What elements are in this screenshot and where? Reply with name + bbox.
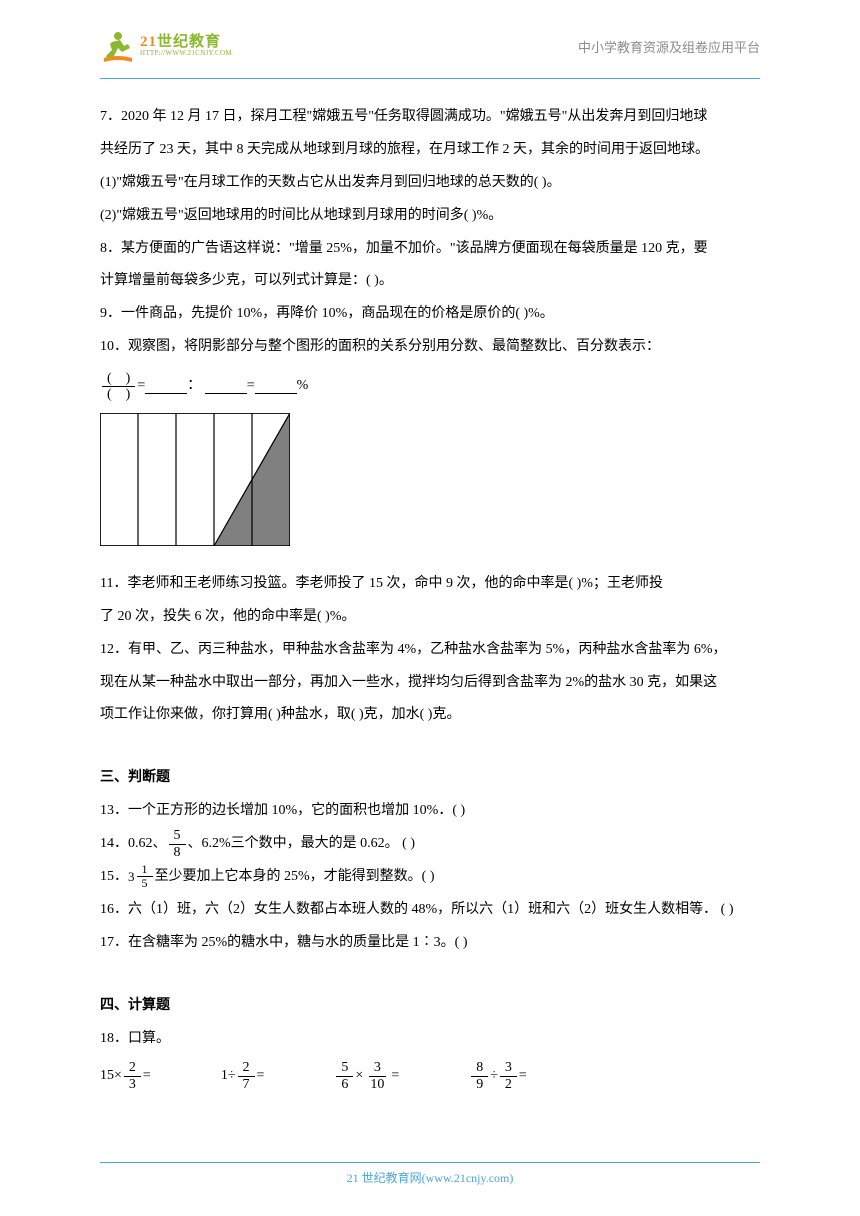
q12-line2: 现在从某一种盐水中取出一部分，再加入一些水，搅拌均匀后得到含盐率为 2%的盐水 …: [100, 667, 760, 700]
page-footer: 21 世纪教育网(www.21cnjy.com): [0, 1162, 860, 1186]
q10-eq: =: [137, 370, 145, 403]
logo-en: HTTP://WWW.21CNJY.COM: [140, 50, 232, 58]
q15-mixed: 315: [128, 862, 155, 893]
q14-b: 、6.2%三个数中，最大的是 0.62。 ( ): [188, 836, 416, 851]
q7-sub1: (1)"嫦娥五号"在月球工作的天数占它从出发奔月到回归地球的总天数的( )。: [100, 167, 760, 200]
logo: 21世纪教育 HTTP://WWW.21CNJY.COM: [100, 28, 232, 64]
section-4-title: 四、计算题: [100, 990, 760, 1023]
page-header: 21世纪教育 HTTP://WWW.21CNJY.COM 中小学教育资源及组卷应…: [0, 0, 860, 74]
question-11: 11．李老师和王老师练习投篮。李老师投了 15 次，命中 9 次，他的命中率是(…: [100, 568, 760, 634]
question-8: 8．某方便面的广告语这样说："增量 25%，加量不加价。"该品牌方便面现在每袋质…: [100, 233, 760, 299]
q10-fraction: ( ) ( ): [102, 371, 135, 403]
q10-intro: 10．观察图，将阴影部分与整个图形的面积的关系分别用分数、最简整数比、百分数表示…: [100, 331, 760, 364]
q10-pct: %: [297, 370, 309, 403]
question-10: 10．观察图，将阴影部分与整个图形的面积的关系分别用分数、最简整数比、百分数表示…: [100, 331, 760, 560]
section-3-title: 三、判断题: [100, 762, 760, 795]
calc-1: 15×23 =: [100, 1060, 151, 1093]
q10-diagram: [100, 413, 760, 560]
calc-4: 89÷32 =: [469, 1060, 527, 1093]
content-area: 7．2020 年 12 月 17 日，探月工程"嫦娥五号"任务取得圆满成功。"嫦…: [0, 79, 860, 1092]
question-13: 13．一个正方形的边长增加 10%，它的面积也增加 10%．( ): [100, 795, 760, 828]
question-7: 7．2020 年 12 月 17 日，探月工程"嫦娥五号"任务取得圆满成功。"嫦…: [100, 101, 760, 233]
question-14: 14．0.62、58、6.2%三个数中，最大的是 0.62。 ( ): [100, 828, 760, 861]
blank: [205, 380, 247, 394]
question-15: 15．315至少要加上它本身的 25%，才能得到整数。( ): [100, 861, 760, 894]
q15-b: 至少要加上它本身的 25%，才能得到整数。( ): [155, 869, 435, 884]
q12-line1: 12．有甲、乙、丙三种盐水，甲种盐水含盐率为 4%，乙种盐水含盐率为 5%，丙种…: [100, 634, 760, 667]
calc-row: 15×23 = 1÷27 = 56×310 = 89÷32 =: [100, 1060, 760, 1093]
calc-3: 56×310 =: [334, 1060, 399, 1093]
blank: [255, 380, 297, 394]
q7-line2: 共经历了 23 天，其中 8 天完成从地球到月球的旅程，在月球工作 2 天，其余…: [100, 134, 760, 167]
q11-line2: 了 20 次，投失 6 次，他的命中率是( )%。: [100, 601, 760, 634]
footer-text: 21 世纪教育网(www.21cnjy.com): [0, 1169, 860, 1186]
question-12: 12．有甲、乙、丙三种盐水，甲种盐水含盐率为 4%，乙种盐水含盐率为 5%，丙种…: [100, 634, 760, 733]
q10-eq2: =: [247, 370, 255, 403]
question-16: 16．六（1）班，六（2）女生人数都占本班人数的 48%，所以六（1）班和六（2…: [100, 894, 760, 927]
q14-fraction: 58: [169, 828, 186, 860]
q10-colon: ：: [187, 370, 201, 403]
question-17: 17．在含糖率为 25%的糖水中，糖与水的质量比是 1∶3。( ): [100, 927, 760, 960]
footer-divider: [100, 1162, 760, 1163]
q10-expression: ( ) ( ) = ： = %: [100, 370, 760, 403]
q8-line2: 计算增量前每袋多少克，可以列式计算是：( )。: [100, 265, 760, 298]
q14-a: 14．0.62、: [100, 836, 167, 851]
q7-line1: 7．2020 年 12 月 17 日，探月工程"嫦娥五号"任务取得圆满成功。"嫦…: [100, 101, 760, 134]
q8-line1: 8．某方便面的广告语这样说："增量 25%，加量不加价。"该品牌方便面现在每袋质…: [100, 233, 760, 266]
header-subtitle: 中小学教育资源及组卷应用平台: [578, 37, 760, 56]
q15-a: 15．: [100, 869, 128, 884]
logo-text: 21世纪教育 HTTP://WWW.21CNJY.COM: [140, 34, 232, 58]
calc-2: 1÷27 =: [221, 1060, 265, 1093]
q11-line1: 11．李老师和王老师练习投篮。李老师投了 15 次，命中 9 次，他的命中率是(…: [100, 568, 760, 601]
logo-cn: 21世纪教育: [140, 34, 232, 51]
q7-sub2: (2)"嫦娥五号"返回地球用的时间比从地球到月球用的时间多( )%。: [100, 200, 760, 233]
blank: [145, 380, 187, 394]
question-9: 9．一件商品，先提价 10%，再降价 10%，商品现在的价格是原价的( )%。: [100, 298, 760, 331]
question-18: 18．口算。: [100, 1023, 760, 1056]
logo-runner-icon: [100, 28, 136, 64]
q12-line3: 项工作让你来做，你打算用( )种盐水，取( )克，加水( )克。: [100, 699, 760, 732]
